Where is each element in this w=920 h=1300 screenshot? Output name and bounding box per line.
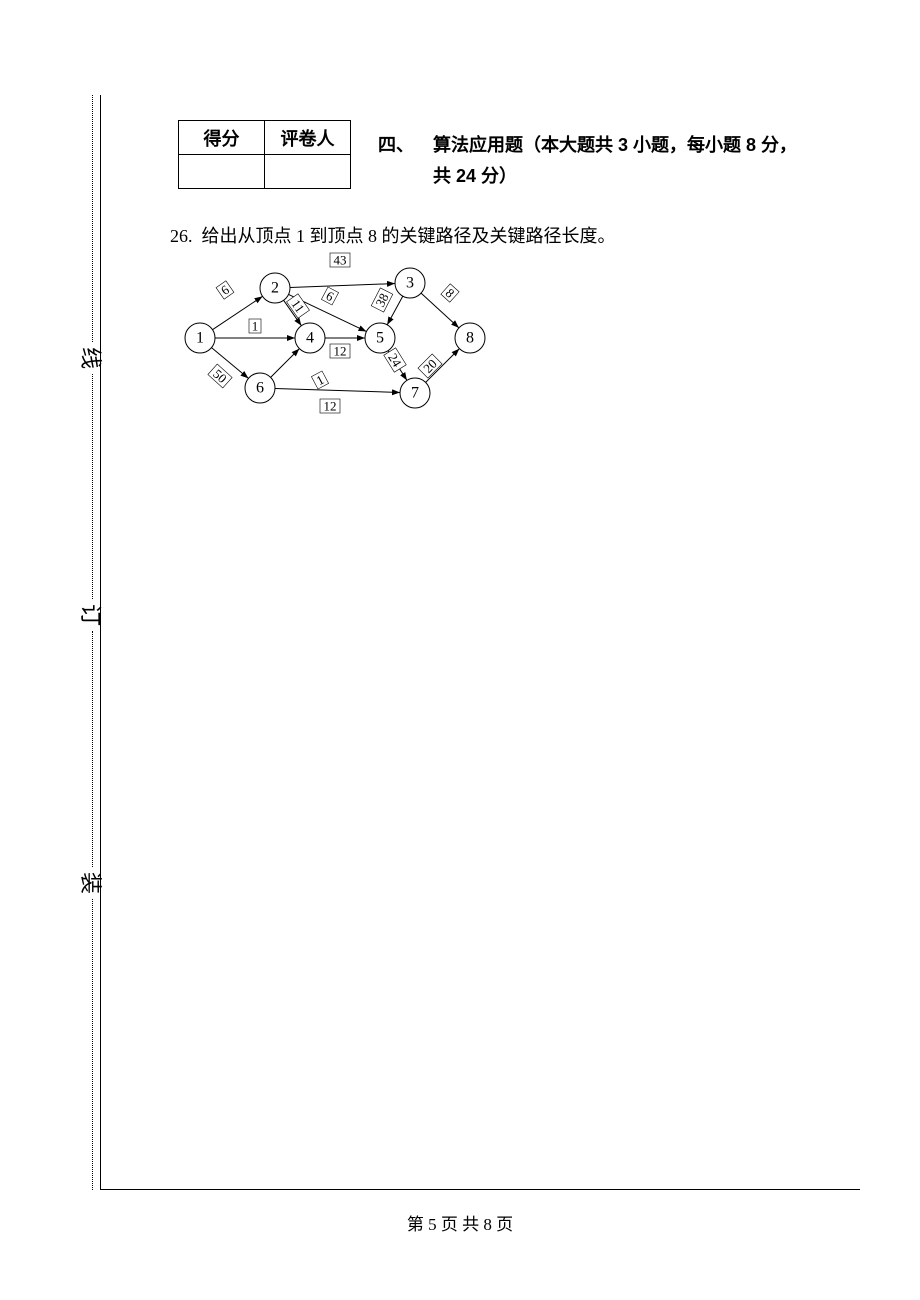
binding-line-area: 线订装 bbox=[84, 95, 100, 1190]
edge-weight: 8 bbox=[441, 283, 460, 302]
section-title-line2: 共 24 分） bbox=[433, 166, 517, 186]
graph-edge bbox=[271, 349, 300, 378]
svg-text:12: 12 bbox=[324, 399, 337, 414]
footer-current: 5 bbox=[428, 1215, 437, 1234]
binding-char: 订 bbox=[76, 604, 108, 626]
question-text: 给出从顶点 1 到顶点 8 的关键路径及关键路径长度。 bbox=[202, 226, 616, 246]
edge-weight: 6 bbox=[216, 280, 234, 299]
question-number: 26. bbox=[170, 226, 193, 246]
binding-dotted-segment bbox=[92, 374, 93, 599]
edge-weight: 43 bbox=[330, 253, 350, 268]
section-header: 四、 算法应用题（本大题共 3 小题，每小题 8 分， 共 24 分） bbox=[378, 130, 818, 191]
edge-weight: 50 bbox=[208, 364, 233, 389]
edge-weight: 12 bbox=[330, 344, 350, 359]
graph-node-label: 7 bbox=[411, 385, 419, 402]
graph-edge bbox=[290, 284, 395, 288]
edge-weight: 1 bbox=[311, 371, 329, 390]
graph-node-label: 1 bbox=[196, 330, 204, 347]
graph-node-label: 6 bbox=[256, 380, 264, 397]
score-table: 得分 评卷人 bbox=[178, 120, 351, 189]
edge-weight: 11 bbox=[286, 294, 310, 319]
binding-char: 线 bbox=[76, 347, 108, 369]
section-number: 四、 bbox=[378, 130, 428, 161]
binding-dotted-segment bbox=[92, 95, 93, 342]
critical-path-graph: 61504311638812241122012345678 bbox=[180, 248, 490, 418]
score-header-cell: 得分 bbox=[179, 121, 265, 155]
footer-mid: 页 共 bbox=[441, 1215, 479, 1234]
score-value-cell bbox=[179, 155, 265, 189]
edge-weight: 1 bbox=[249, 319, 261, 334]
grader-value-cell bbox=[265, 155, 351, 189]
table-row: 得分 评卷人 bbox=[179, 121, 351, 155]
edge-weight: 6 bbox=[321, 287, 339, 306]
footer-suffix: 页 bbox=[496, 1215, 513, 1234]
graph-node-label: 2 bbox=[271, 280, 279, 297]
table-row bbox=[179, 155, 351, 189]
grader-header-cell: 评卷人 bbox=[265, 121, 351, 155]
binding-dotted-segment bbox=[92, 631, 93, 867]
section-title-line1: 算法应用题（本大题共 3 小题，每小题 8 分， bbox=[433, 135, 797, 155]
graph-node-label: 3 bbox=[406, 275, 414, 292]
binding-dotted-segment bbox=[92, 899, 93, 1190]
graph-node-label: 8 bbox=[466, 330, 474, 347]
graph-node-label: 5 bbox=[376, 330, 384, 347]
footer-total: 8 bbox=[483, 1215, 492, 1234]
edge-weight: 12 bbox=[320, 399, 340, 414]
edge-weight: 20 bbox=[418, 354, 443, 379]
footer-prefix: 第 bbox=[407, 1215, 424, 1234]
svg-text:1: 1 bbox=[252, 319, 259, 334]
page-footer: 第 5 页 共 8 页 bbox=[0, 1210, 920, 1235]
graph-node-label: 4 bbox=[306, 330, 314, 347]
question-26: 26. 给出从顶点 1 到顶点 8 的关键路径及关键路径长度。 bbox=[170, 222, 616, 248]
binding-char: 装 bbox=[76, 872, 108, 894]
edge-weight: 38 bbox=[371, 288, 393, 313]
svg-text:43: 43 bbox=[334, 253, 347, 268]
graph-edge bbox=[275, 388, 400, 392]
svg-text:12: 12 bbox=[334, 344, 347, 359]
